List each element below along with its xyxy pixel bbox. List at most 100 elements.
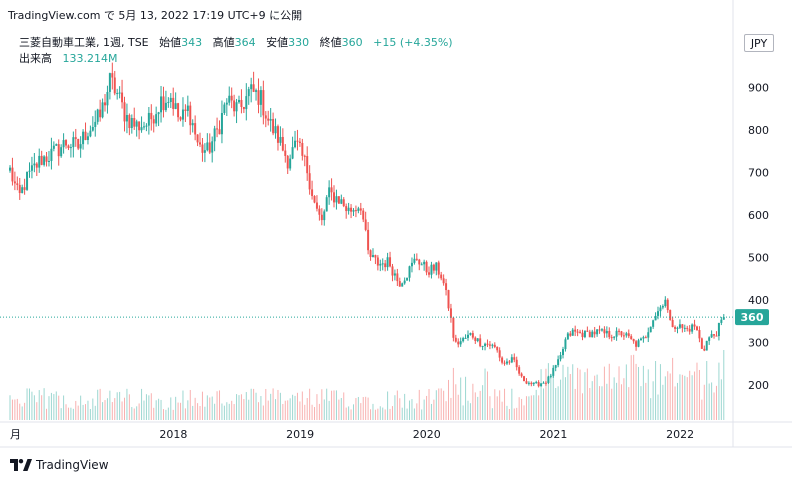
volume-bar xyxy=(613,377,615,420)
candle-body xyxy=(255,90,258,92)
candle-body xyxy=(237,99,240,103)
volume-bar xyxy=(674,386,676,420)
candle-body xyxy=(703,348,706,351)
candle-body xyxy=(140,127,143,131)
volume-bar xyxy=(474,392,476,420)
volume-bar xyxy=(80,395,82,420)
candle-body xyxy=(330,187,333,193)
y-tick-label: 800 xyxy=(748,124,769,137)
candle-body xyxy=(181,109,184,120)
candle-body xyxy=(354,210,357,212)
volume-bar xyxy=(545,368,547,420)
volume-bar xyxy=(577,367,579,420)
candle-body xyxy=(535,382,538,384)
tradingview-logo[interactable]: TradingView xyxy=(10,458,109,472)
candle-body xyxy=(186,105,189,111)
volume-bar xyxy=(708,383,710,420)
volume-bar xyxy=(686,377,688,420)
volume-bar xyxy=(53,394,55,420)
volume-bar xyxy=(394,395,396,420)
candle-body xyxy=(18,184,21,194)
volume-bar xyxy=(530,395,532,420)
currency-button[interactable]: JPY xyxy=(744,34,774,52)
volume-bar xyxy=(343,392,345,420)
volume-bar xyxy=(713,392,715,420)
candle-body xyxy=(235,102,238,112)
candle-body xyxy=(118,92,121,94)
legend-symbol[interactable]: 三菱自動車工業, 1週, TSE xyxy=(19,36,149,49)
volume-bar xyxy=(333,390,335,420)
volume-bar xyxy=(128,394,130,420)
candle-body xyxy=(544,382,547,384)
volume-bar xyxy=(650,398,652,420)
candle-body xyxy=(57,144,60,157)
candle-body xyxy=(381,263,384,265)
candle-body xyxy=(289,158,292,169)
volume-bar xyxy=(452,367,454,420)
candle-body xyxy=(315,202,318,209)
volume-bar xyxy=(24,402,26,420)
volume-bar xyxy=(58,395,60,420)
volume-bar xyxy=(372,403,374,420)
candle-body xyxy=(540,383,543,387)
candle-body xyxy=(77,138,80,149)
volume-bar xyxy=(265,388,267,420)
candle-body xyxy=(26,171,29,190)
volume-bar xyxy=(160,399,162,420)
volume-bar xyxy=(550,373,552,420)
candle-body xyxy=(169,97,172,102)
candle-body xyxy=(218,129,221,135)
volume-bar xyxy=(457,394,459,420)
candle-body xyxy=(591,331,594,338)
candle-body xyxy=(167,101,170,103)
volume-bar xyxy=(102,402,104,420)
candle-body xyxy=(135,121,138,127)
volume-bar xyxy=(652,381,654,420)
last-price-label: 360 xyxy=(741,311,764,324)
volume-bar xyxy=(406,408,408,420)
candle-body xyxy=(333,192,336,203)
volume-bar xyxy=(450,397,452,420)
candle-body xyxy=(447,290,450,309)
volume-bar xyxy=(282,404,284,420)
candle-body xyxy=(659,307,662,312)
volume-bar xyxy=(260,396,262,420)
volume-bar xyxy=(48,396,50,420)
volume-bar xyxy=(335,390,337,420)
volume-bar xyxy=(523,405,525,420)
candle-body xyxy=(28,170,31,172)
candle-body xyxy=(391,266,394,276)
candle-body xyxy=(459,341,462,345)
candle-body xyxy=(401,283,404,287)
volume-bar xyxy=(625,364,627,420)
volume-bar xyxy=(187,400,189,420)
candle-body xyxy=(552,367,555,376)
candle-body xyxy=(693,324,696,327)
candle-body xyxy=(125,114,128,122)
volume-bar xyxy=(662,384,664,420)
volume-bar xyxy=(657,394,659,420)
volume-bar xyxy=(521,398,523,420)
volume-bar xyxy=(136,406,138,420)
volume-bar xyxy=(248,399,250,420)
candle-body xyxy=(576,331,579,333)
legend-ohlc-row: 三菱自動車工業, 1週, TSE 始値343 高値364 安値330 終値360… xyxy=(19,35,453,51)
volume-bar xyxy=(494,389,496,420)
volume-bar xyxy=(292,394,294,420)
volume-bar xyxy=(175,396,177,420)
candle-body xyxy=(233,100,236,112)
volume-bar xyxy=(557,386,559,420)
volume-bar xyxy=(121,401,123,420)
volume-bar xyxy=(698,369,700,420)
y-tick-label: 500 xyxy=(748,252,769,265)
candle-body xyxy=(250,84,253,90)
candle-body xyxy=(30,165,33,171)
volume-bar xyxy=(504,388,506,420)
candle-body xyxy=(96,109,99,122)
volume-bar xyxy=(219,390,221,420)
volume-bar xyxy=(684,375,686,420)
candle-body xyxy=(491,344,494,346)
candle-body xyxy=(674,326,677,329)
candle-body xyxy=(328,187,331,198)
